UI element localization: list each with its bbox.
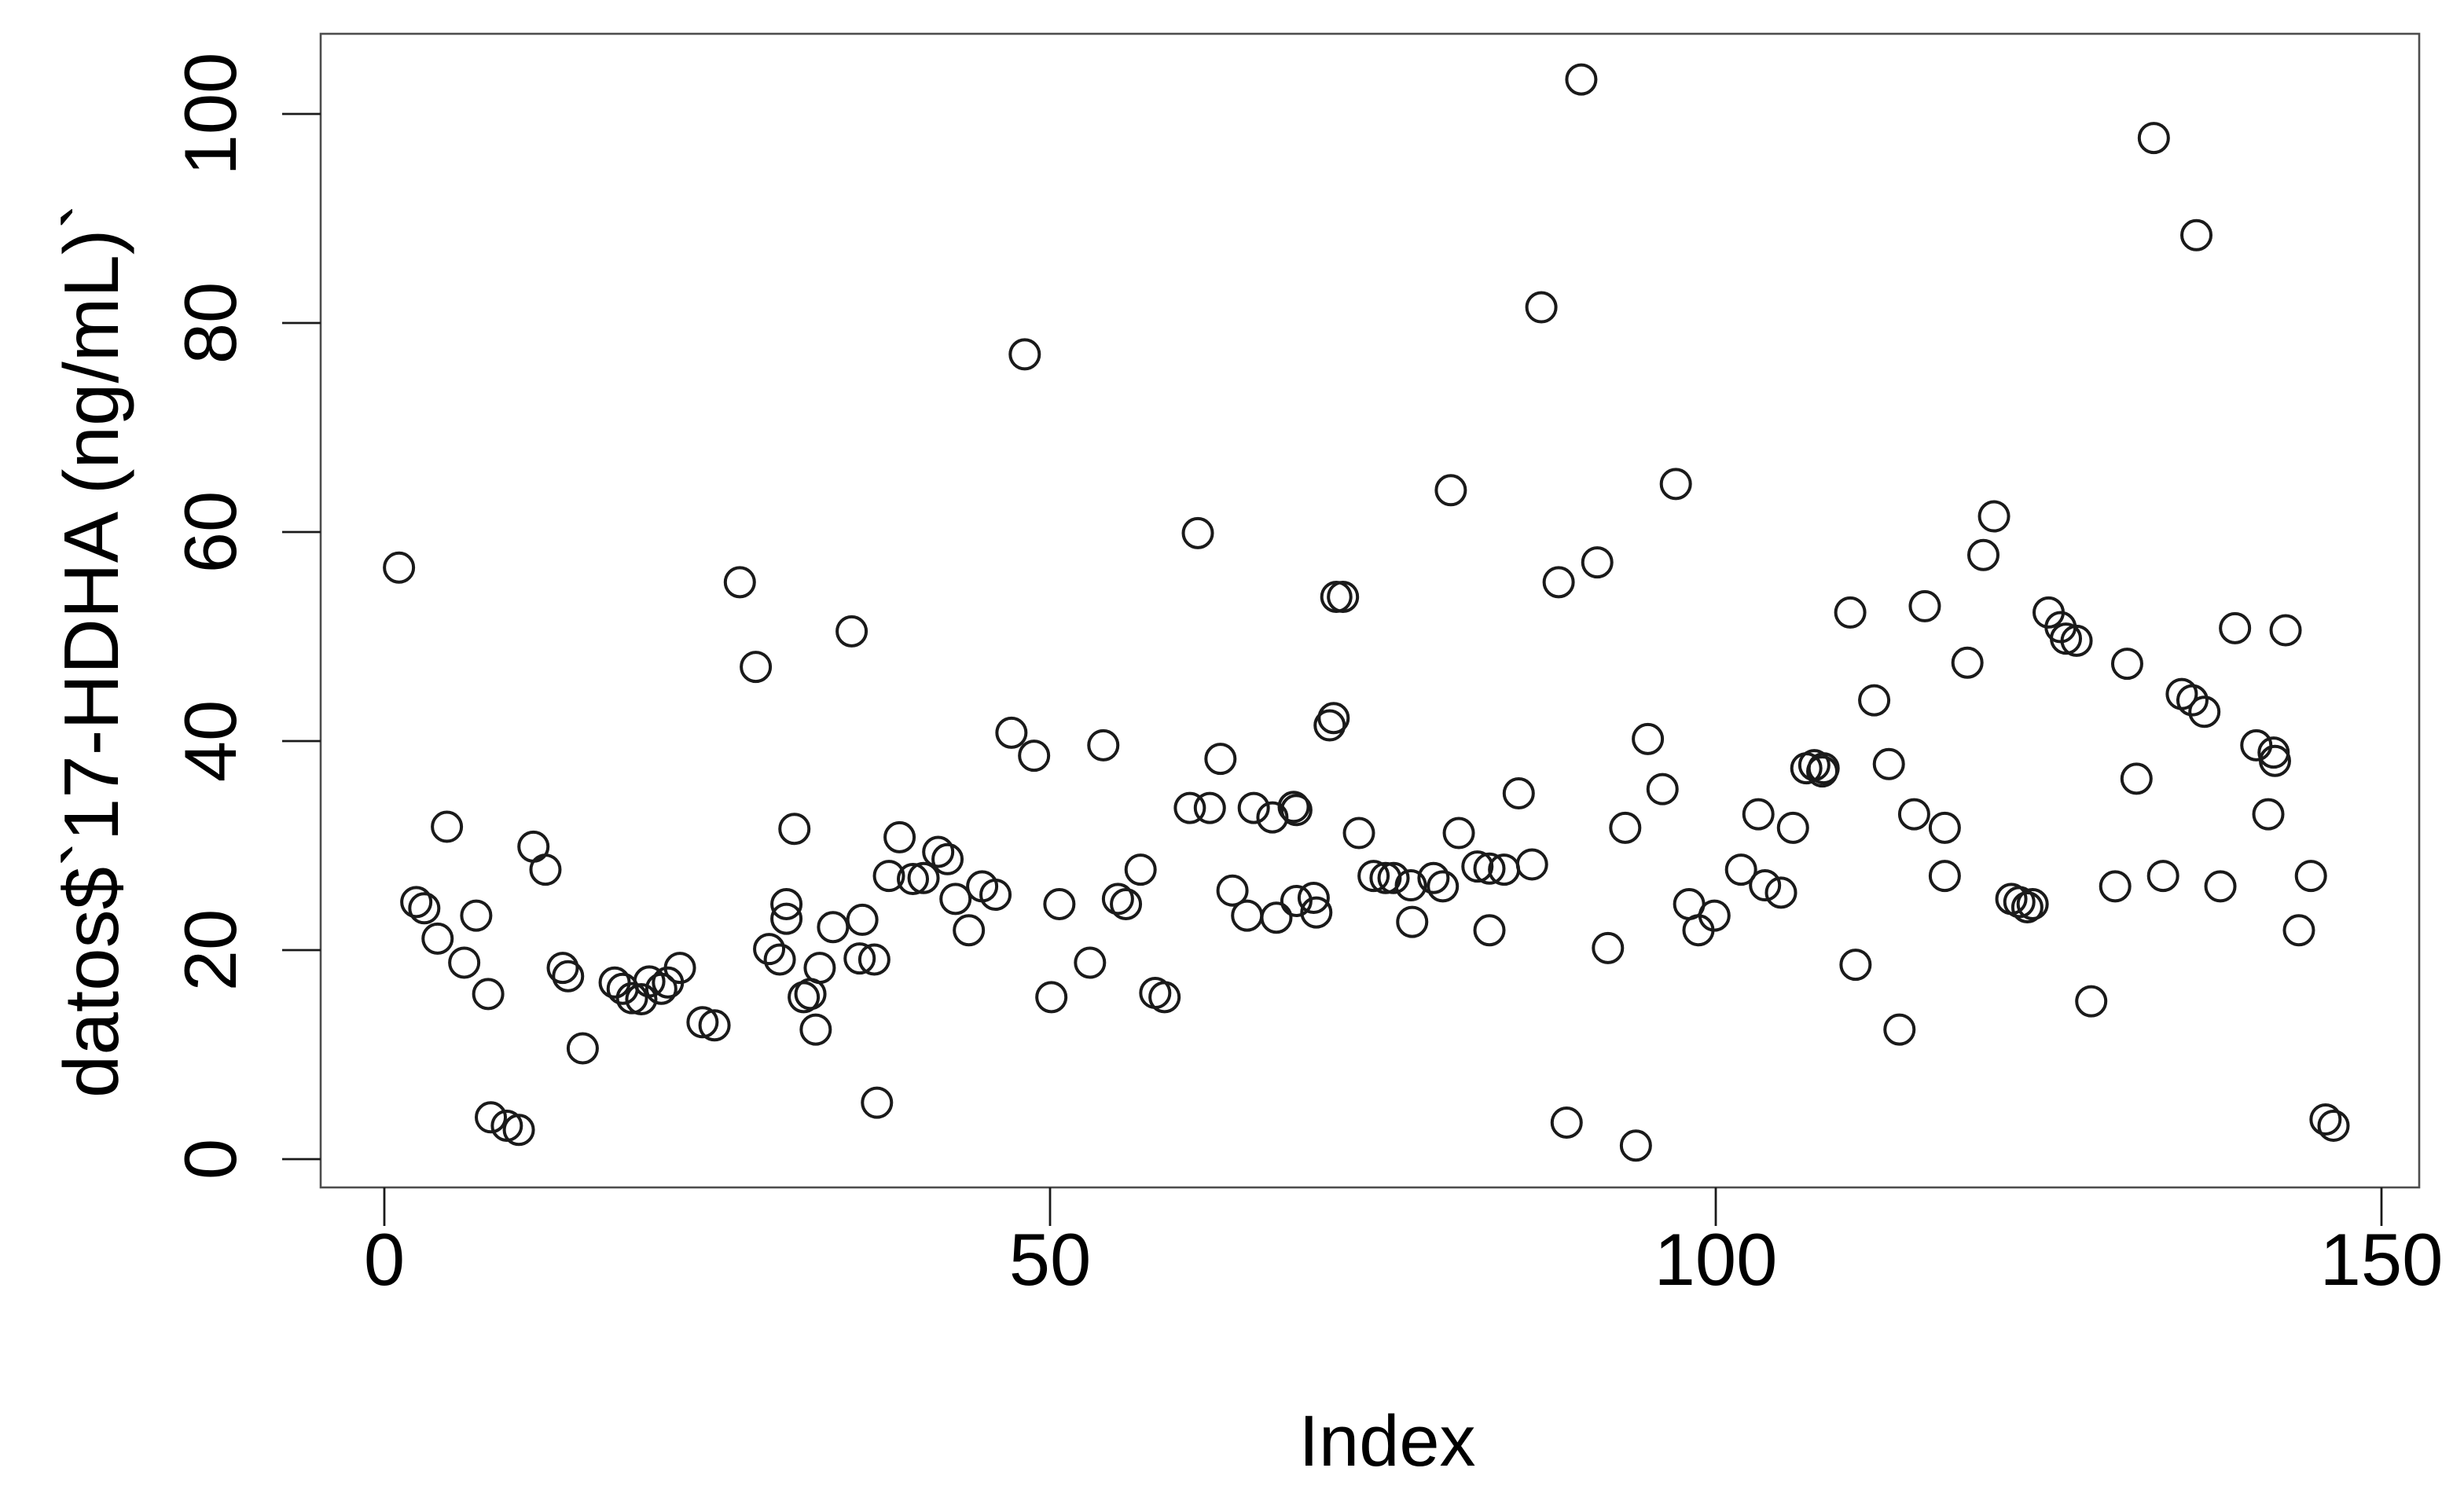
svg-text:50: 50 <box>1009 1218 1092 1301</box>
svg-text:60: 60 <box>169 491 252 574</box>
svg-text:0: 0 <box>364 1218 405 1301</box>
svg-text:20: 20 <box>169 909 252 992</box>
svg-text:100: 100 <box>1654 1218 1778 1301</box>
svg-text:100: 100 <box>169 53 252 176</box>
svg-text:Index: Index <box>1298 1401 1475 1481</box>
svg-text:40: 40 <box>169 700 252 783</box>
svg-text:0: 0 <box>169 1139 252 1180</box>
svg-text:150: 150 <box>2320 1218 2444 1301</box>
svg-text:datos$`17-HDHA (ng/mL)`: datos$`17-HDHA (ng/mL)` <box>48 204 134 1098</box>
svg-text:80: 80 <box>169 282 252 365</box>
